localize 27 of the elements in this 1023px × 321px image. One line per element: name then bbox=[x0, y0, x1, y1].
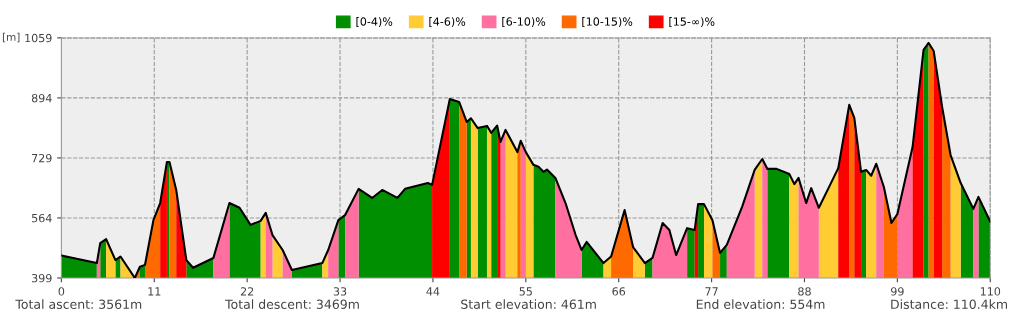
legend-label: [6-10)% bbox=[502, 17, 546, 28]
text: Total descent: 3469m bbox=[225, 299, 359, 309]
x-tick-label: 44 bbox=[426, 287, 440, 296]
x-tick-label: 11 bbox=[148, 287, 161, 296]
legend-label: [15-∞)% bbox=[669, 17, 715, 28]
text: Start elevation: 461m bbox=[461, 299, 596, 309]
y-tick-label: 729 bbox=[32, 153, 52, 163]
x-tick-label: 0 bbox=[58, 287, 65, 296]
x-tick-label: 110 bbox=[980, 287, 1001, 296]
x-tick-label: 88 bbox=[798, 287, 811, 296]
y-tick-label: 1059 bbox=[25, 33, 52, 43]
y-tick-label: 399 bbox=[31, 273, 52, 283]
y-axis-title: [m] bbox=[2, 32, 20, 43]
x-tick-label: 66 bbox=[612, 287, 626, 296]
x-tick-label: 99 bbox=[891, 287, 904, 296]
legend-label: [0-4)% bbox=[356, 17, 393, 28]
x-tick-label: 33 bbox=[333, 287, 347, 296]
legend-label: [10-15)% bbox=[582, 17, 633, 28]
text: End elevation: 554m bbox=[696, 299, 825, 309]
text: Total ascent: 3561m bbox=[15, 299, 142, 309]
x-tick-label: 77 bbox=[705, 287, 718, 296]
y-tick-label: 564 bbox=[32, 213, 52, 223]
x-tick-label: 22 bbox=[240, 287, 254, 296]
text: Distance: 110.4km bbox=[891, 299, 1007, 309]
legend-label: [4-6)% bbox=[429, 17, 466, 28]
x-tick-label: 55 bbox=[519, 287, 532, 296]
y-tick-label: 894 bbox=[31, 93, 52, 103]
